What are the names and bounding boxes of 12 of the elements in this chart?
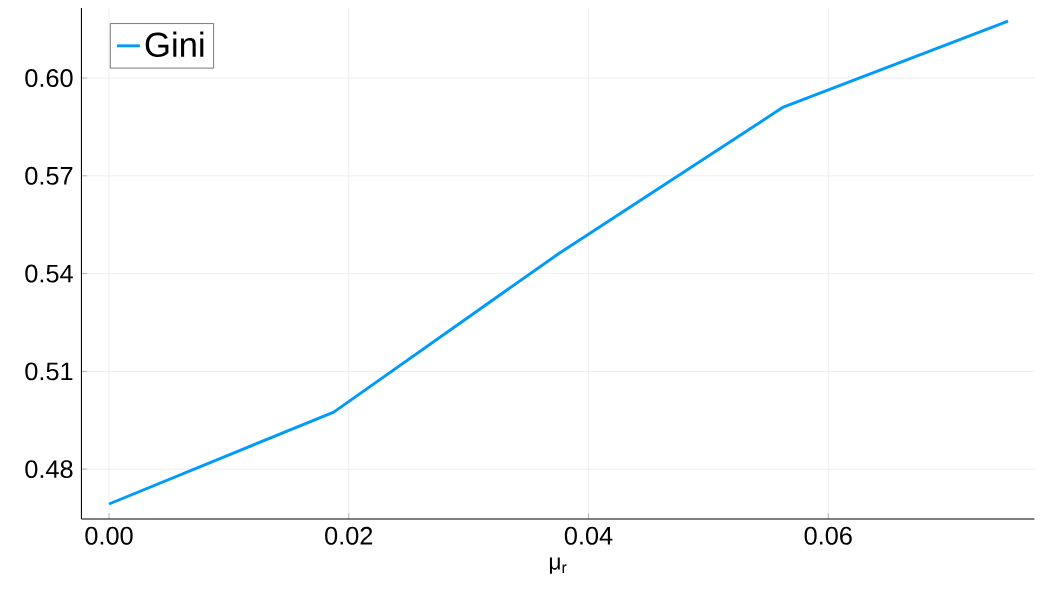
- y-tick-label: 0.51: [25, 362, 73, 381]
- x-tick-label: 0.06: [804, 526, 852, 545]
- legend-label: Gini: [145, 31, 204, 58]
- x-tick-label: 0.04: [564, 526, 613, 545]
- x-axis-title: μ$_{r}$: [549, 557, 567, 574]
- y-tick-label: 0.60: [25, 69, 73, 88]
- line-series: [107, 19, 1010, 506]
- x-tick-label: 0.00: [85, 526, 133, 545]
- y-tick-label: 0.54: [25, 264, 73, 283]
- y-tick-label: 0.48: [25, 460, 73, 479]
- x-tick-label: 0.02: [325, 526, 373, 545]
- y-tick-label: 0.57: [25, 166, 73, 185]
